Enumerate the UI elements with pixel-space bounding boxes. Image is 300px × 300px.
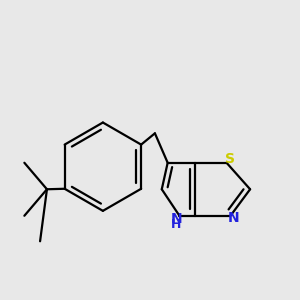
Text: N: N (171, 212, 182, 226)
Text: S: S (225, 152, 236, 166)
Text: H: H (171, 218, 182, 231)
Text: N: N (228, 211, 240, 225)
